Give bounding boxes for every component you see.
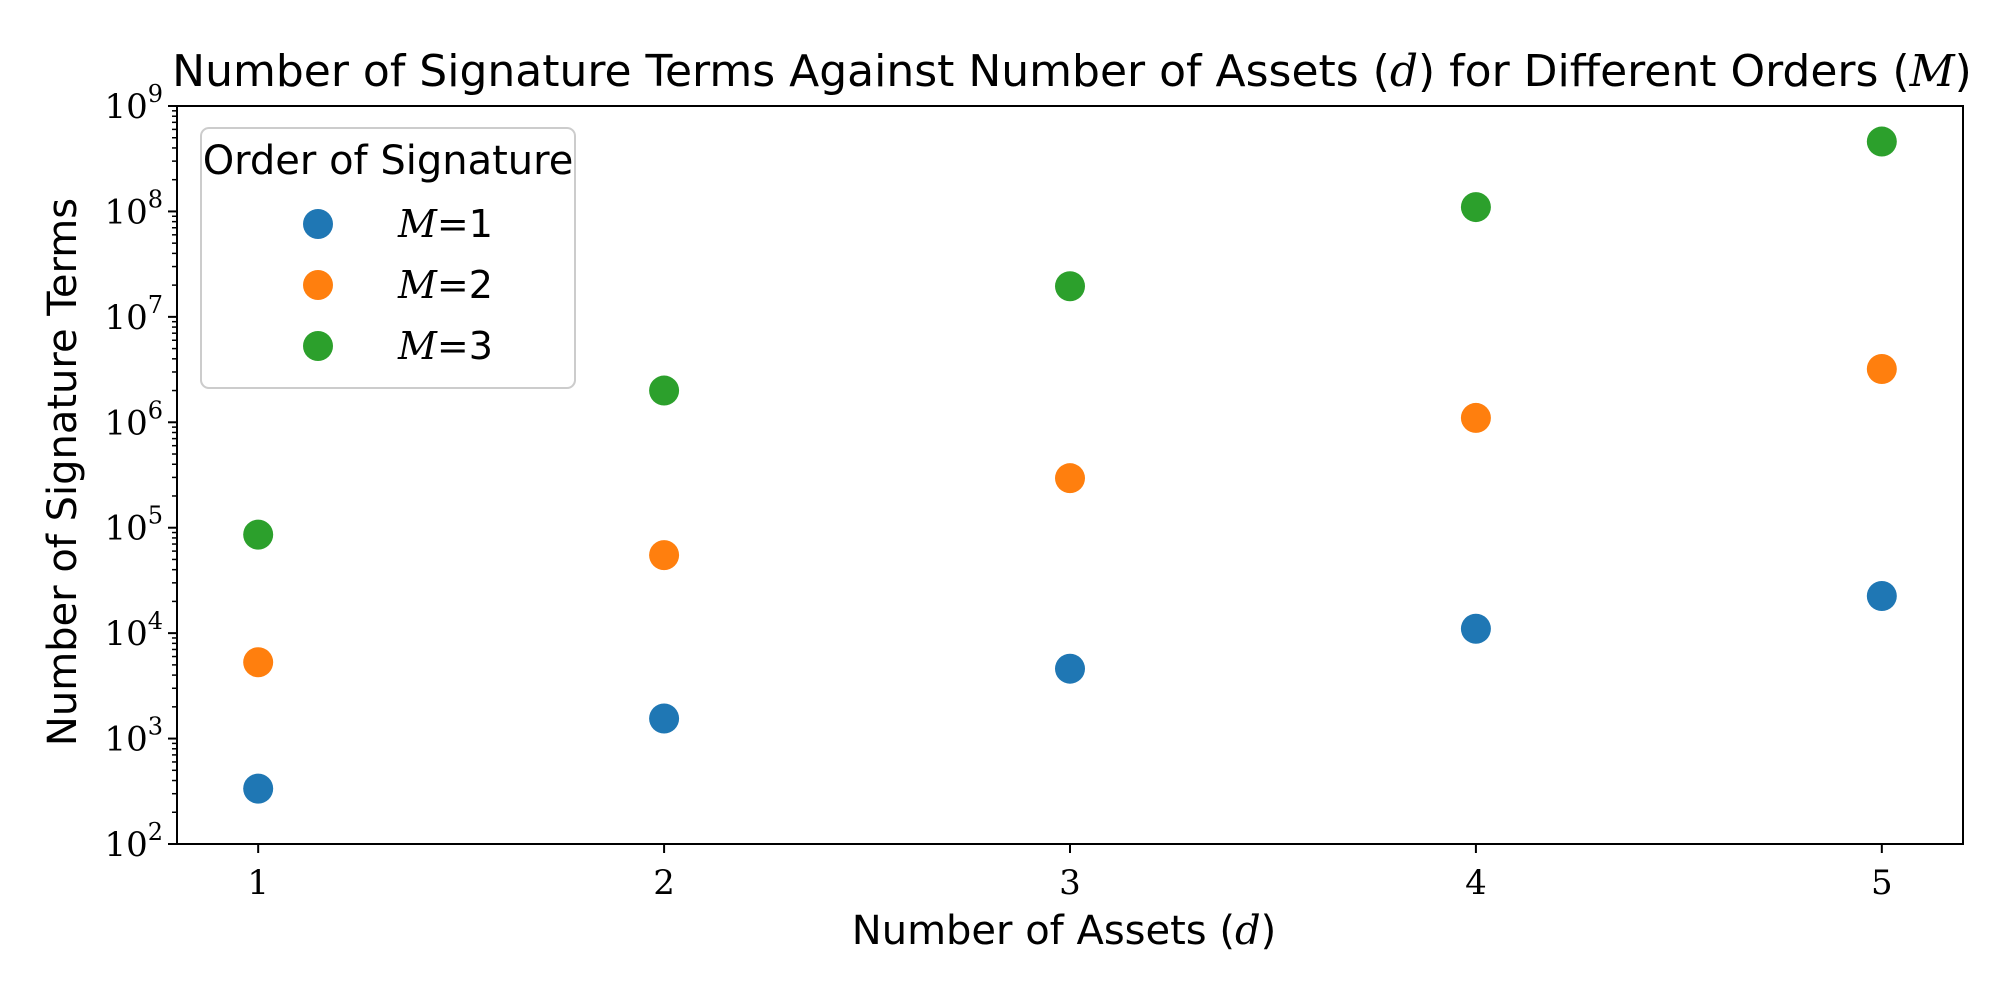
y-tick-base: 10: [104, 720, 147, 760]
y-tick-label: 105: [104, 502, 163, 549]
y-tick-exponent: 5: [148, 502, 163, 530]
y-tick-exponent: 8: [148, 185, 163, 213]
point-series-2-x-3: [1055, 463, 1085, 494]
y-tick-label: 104: [104, 607, 163, 654]
y-tick-base: 10: [104, 614, 147, 654]
legend-eq: =: [437, 263, 469, 307]
legend-label-1: M=1: [397, 202, 493, 246]
x-tick-label: 4: [1465, 863, 1487, 903]
legend-marker-1: [303, 209, 333, 239]
point-series-1-x-2: [649, 703, 680, 734]
legend-marker-2: [303, 270, 333, 300]
data-points: [243, 126, 1897, 804]
point-series-2-x-5: [1866, 354, 1897, 385]
x-tick-label: 3: [1059, 863, 1081, 903]
legend-label-2: M=2: [397, 263, 493, 307]
title-prefix: Number of Signature Terms Against Number…: [172, 46, 1390, 97]
y-tick-base: 10: [104, 825, 147, 865]
legend-eq: =: [437, 324, 469, 368]
y-tick-label: 102: [104, 818, 163, 865]
xlabel-prefix: Number of Assets (: [852, 908, 1235, 954]
point-series-3-x-1: [243, 519, 274, 550]
legend-var: M: [397, 202, 438, 246]
point-series-2-x-2: [649, 540, 680, 571]
title-suffix: ): [1955, 46, 1972, 97]
point-series-1-x-4: [1460, 613, 1491, 644]
y-tick-exponent: 2: [148, 818, 163, 846]
point-series-3-x-2: [649, 375, 680, 406]
point-series-3-x-4: [1460, 192, 1491, 223]
legend-entries: M=1M=2M=3: [303, 202, 493, 368]
point-series-2-x-1: [243, 647, 274, 678]
legend-box: [200, 127, 576, 389]
y-tick-base: 10: [104, 509, 147, 549]
y-tick-base: 10: [104, 298, 147, 338]
x-axis-label: Number of Assets (d): [852, 908, 1276, 954]
xlabel-suffix: ): [1261, 908, 1277, 954]
x-axis-ticks: 1 2 3 4 5: [247, 844, 1893, 903]
title-mid: ) for Different Orders (: [1418, 46, 1910, 97]
legend-marker-3: [303, 331, 333, 361]
legend-var: M: [397, 263, 438, 307]
chart-title: Number of Signature Terms Against Number…: [172, 46, 1972, 97]
y-tick-label: 108: [104, 185, 163, 232]
y-tick-exponent: 3: [148, 713, 163, 741]
x-tick-label: 2: [653, 863, 675, 903]
x-tick-label: 5: [1871, 863, 1893, 903]
y-tick-label: 107: [104, 291, 163, 338]
y-tick-base: 10: [104, 192, 147, 232]
y-tick-exponent: 6: [148, 396, 163, 424]
title-var-d: d: [1390, 46, 1418, 97]
title-var-m: M: [1909, 46, 1956, 97]
y-tick-base: 10: [104, 87, 147, 127]
y-axis-label: Number of Signature Terms: [40, 198, 86, 746]
y-tick-exponent: 9: [148, 80, 163, 108]
legend-series-name: 2: [469, 263, 493, 307]
legend-label-3: M=3: [397, 324, 493, 368]
point-series-3-x-3: [1055, 271, 1085, 302]
y-tick-label: 103: [104, 713, 163, 760]
point-series-1-x-5: [1866, 581, 1897, 612]
legend: Order of Signature M=1M=2M=3: [200, 127, 576, 389]
x-tick-label: 1: [247, 863, 269, 903]
y-tick-label: 109: [104, 80, 163, 127]
xlabel-var: d: [1235, 908, 1261, 954]
y-tick-exponent: 4: [148, 607, 163, 635]
y-tick-exponent: 7: [148, 291, 163, 319]
y-tick-base: 10: [104, 403, 147, 443]
point-series-1-x-1: [243, 773, 274, 804]
legend-eq: =: [437, 202, 469, 246]
point-series-3-x-5: [1866, 126, 1897, 157]
point-series-2-x-4: [1460, 402, 1491, 433]
legend-series-name: 1: [469, 202, 493, 246]
legend-series-name: 3: [469, 324, 493, 368]
y-tick-label: 106: [104, 396, 163, 443]
legend-title: Order of Signature: [203, 138, 574, 184]
point-series-1-x-3: [1055, 653, 1085, 684]
legend-var: M: [397, 324, 438, 368]
